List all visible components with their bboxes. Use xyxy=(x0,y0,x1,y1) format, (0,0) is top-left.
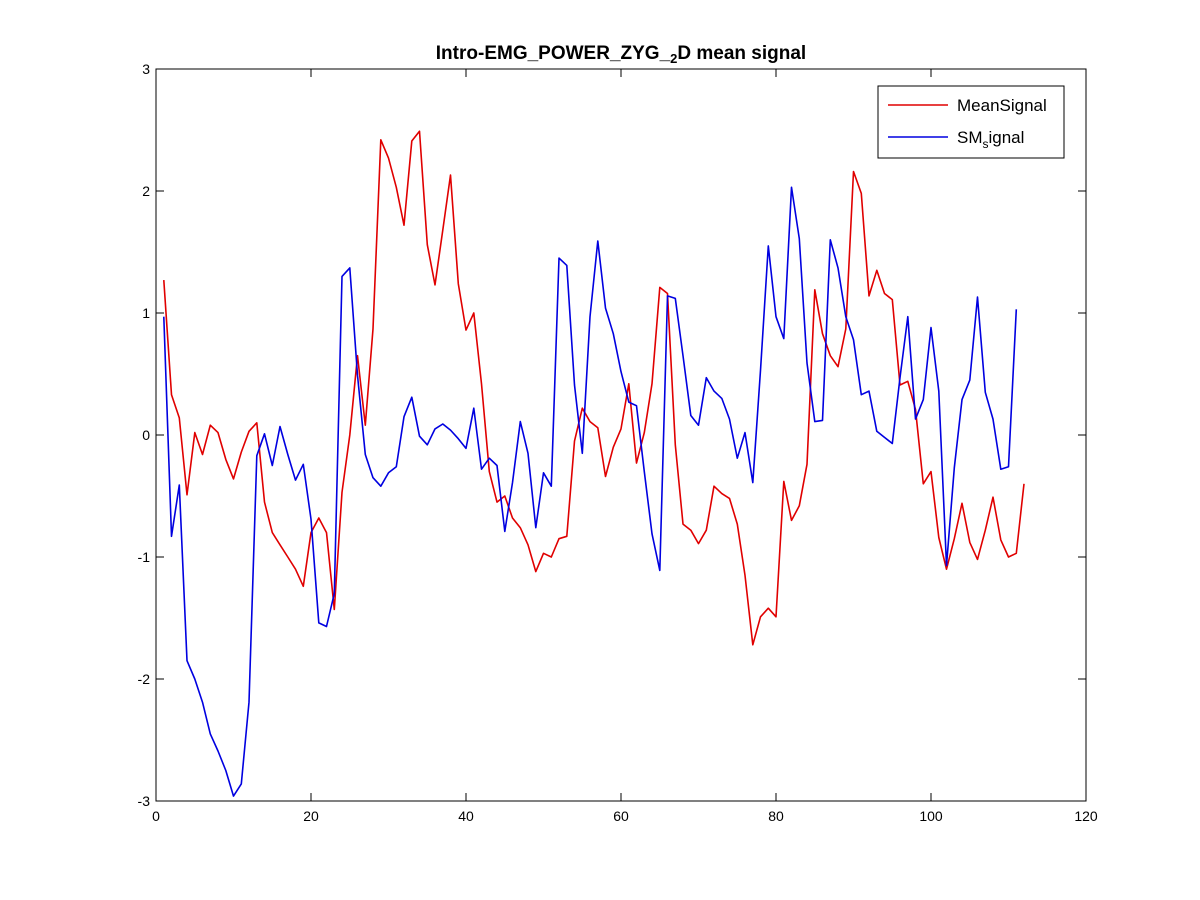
x-tick-label: 100 xyxy=(919,808,943,824)
legend: MeanSignal SMsignal xyxy=(877,85,1065,159)
x-axis: 0 20 40 60 80 100 120 xyxy=(152,69,1098,824)
y-tick-label: -3 xyxy=(138,793,151,809)
y-tick-label: 1 xyxy=(142,305,150,321)
chart-title-subscript: 2 xyxy=(670,51,677,66)
series-line-meansignal xyxy=(163,130,1025,646)
y-tick-label: 3 xyxy=(142,61,150,77)
x-tick-label: 40 xyxy=(458,808,474,824)
chart-title-prefix: Intro-EMG_POWER_ZYG_ xyxy=(436,43,671,64)
chart-title-suffix: D mean signal xyxy=(677,43,806,64)
y-axis: -3 -2 -1 0 1 2 3 xyxy=(138,61,1086,809)
y-tick-label: -2 xyxy=(138,671,151,687)
chart-title: Intro-EMG_POWER_ZYG_2D mean signal xyxy=(436,43,806,66)
x-tick-label: 60 xyxy=(613,808,629,824)
x-tick-label: 80 xyxy=(768,808,784,824)
plot-area: 0 20 40 60 80 100 120 -3 -2 -1 0 1 2 3 xyxy=(138,61,1098,824)
axes-box xyxy=(155,68,1087,802)
legend-box xyxy=(877,85,1065,159)
x-tick-label: 0 xyxy=(152,808,160,824)
x-tick-label: 20 xyxy=(303,808,319,824)
series-line-smsignal xyxy=(163,186,1018,797)
x-tick-label: 120 xyxy=(1074,808,1098,824)
series-lines xyxy=(163,130,1025,797)
legend-label: SMsignal xyxy=(957,128,1024,151)
y-tick-label: -1 xyxy=(138,549,151,565)
legend-label: MeanSignal xyxy=(957,96,1047,115)
y-tick-label: 0 xyxy=(142,427,150,443)
y-tick-label: 2 xyxy=(142,183,150,199)
